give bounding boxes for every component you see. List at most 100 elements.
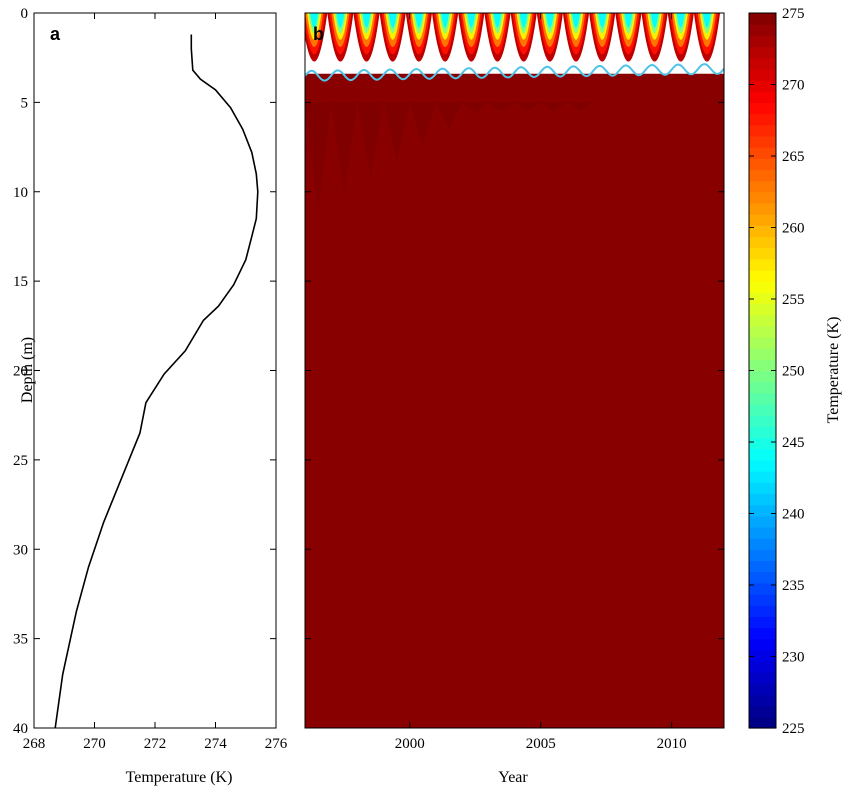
surface-cycle-band — [493, 13, 502, 28]
colorbar-swatch — [749, 314, 776, 327]
colorbar-swatch — [749, 147, 776, 159]
panel-a-x-axis-label: Temperature (K) — [126, 769, 233, 786]
colorbar-tick-label: 225 — [782, 721, 805, 737]
colorbar-swatch — [749, 124, 776, 137]
colorbar-tick-label: 245 — [782, 435, 805, 451]
panel-b-x-ticks: 2000 2005 2010 — [395, 13, 687, 752]
colorbar-swatch — [749, 504, 776, 517]
colorbar-swatch — [749, 627, 776, 640]
panel-a-y-tick-label: 35 — [13, 632, 28, 648]
colorbar-label: Temperature (K) — [825, 317, 842, 424]
panel-a-x-tick-label: 272 — [144, 736, 167, 752]
colorbar-swatch — [749, 683, 776, 696]
heatmap-surface-cycles — [305, 13, 721, 62]
colorbar-swatch — [749, 225, 776, 238]
surface-cycle-band — [362, 13, 371, 28]
colorbar-swatch — [749, 493, 776, 506]
panel-a-y-tick-label: 5 — [21, 95, 29, 111]
heatmap-warm-lobe — [514, 102, 541, 112]
heatmap-warm-lobe — [540, 102, 567, 112]
panel-b-temperature-heatmap: 2000 2005 2010 b Year — [304, 12, 725, 786]
colorbar-swatch — [749, 359, 776, 372]
colorbar-swatches — [749, 13, 776, 729]
heatmap-warm-lobe — [305, 102, 332, 210]
colorbar-swatch — [749, 392, 776, 405]
heatmap-warm-lobe — [462, 102, 489, 114]
colorbar-swatch — [749, 694, 776, 707]
colorbar-swatch — [749, 716, 776, 729]
heatmap-warm-lobe — [488, 102, 515, 112]
surface-cycle-band — [572, 13, 580, 28]
colorbar-swatch — [749, 605, 776, 617]
colorbar-swatch — [749, 381, 776, 394]
colorbar-swatch — [749, 582, 776, 595]
colorbar-swatch — [749, 660, 776, 673]
heatmap-warm-lobe — [383, 102, 410, 162]
panel-a-x-tick-label: 270 — [83, 736, 106, 752]
colorbar-swatch — [749, 158, 776, 170]
surface-cycle-band — [703, 13, 711, 28]
colorbar-swatch — [749, 80, 776, 92]
colorbar-swatch — [749, 13, 776, 25]
colorbar-swatch — [749, 672, 776, 684]
panel-a-x-tick-label: 268 — [23, 736, 46, 752]
colorbar-swatch — [749, 24, 776, 36]
colorbar-swatch — [749, 214, 776, 226]
colorbar: 225 230 235 240 245 250 255 260 265 270 275 Temper… — [748, 6, 842, 737]
colorbar-tick-label: 230 — [782, 650, 805, 666]
colorbar-swatch — [749, 482, 776, 494]
colorbar-swatch — [749, 526, 776, 539]
panel-a-y-tick-label: 40 — [13, 721, 28, 737]
surface-cycle-band — [310, 13, 319, 28]
colorbar-swatch — [749, 649, 776, 662]
panel-a-y-axis-label: Depth (m) — [19, 337, 36, 403]
surface-cycle-band — [336, 13, 345, 28]
colorbar-swatch — [749, 404, 776, 416]
heatmap-warm-lobe — [566, 102, 594, 112]
surface-cycle-band — [441, 13, 449, 28]
colorbar-tick-label: 255 — [782, 292, 805, 308]
colorbar-tick-label: 235 — [782, 578, 805, 594]
colorbar-swatch — [749, 560, 776, 573]
colorbar-swatch — [749, 705, 776, 718]
colorbar-swatch — [749, 571, 776, 584]
panel-a-frame — [33, 12, 277, 729]
colorbar-swatch — [749, 448, 776, 461]
heatmap-warm-lobe — [409, 102, 436, 146]
surface-cycle-band — [388, 13, 397, 28]
heatmap-layer — [305, 73, 724, 728]
surface-cycle-band — [598, 13, 607, 28]
panel-b-x-tick-label: 2010 — [657, 736, 687, 752]
surface-cycle-band — [519, 13, 528, 28]
panel-a-y-tick-label: 10 — [13, 185, 28, 201]
surface-cycle-band — [624, 13, 633, 28]
colorbar-swatch — [749, 325, 776, 338]
panel-b-y-ticks — [305, 12, 724, 729]
colorbar-swatch — [749, 348, 776, 360]
surface-cycle-band — [650, 13, 659, 28]
temperature-profile-line — [54, 34, 259, 728]
colorbar-swatch — [749, 135, 776, 148]
panel-a-y-tick-label: 15 — [13, 274, 28, 290]
colorbar-swatch — [749, 292, 776, 305]
colorbar-tick-label: 275 — [782, 6, 805, 22]
colorbar-swatch — [749, 68, 776, 81]
colorbar-tick-label: 270 — [782, 78, 805, 94]
panel-a-y-tick-label: 25 — [13, 453, 28, 469]
colorbar-tick-label: 250 — [782, 364, 805, 380]
colorbar-swatch — [749, 247, 776, 260]
panel-b-x-tick-label: 2000 — [395, 736, 425, 752]
colorbar-swatch — [749, 113, 776, 126]
freezing-boundary-line — [305, 63, 724, 82]
colorbar-swatch — [749, 638, 776, 651]
colorbar-swatch — [749, 57, 776, 70]
colorbar-swatch — [749, 269, 776, 282]
colorbar-swatch — [749, 202, 776, 215]
panel-a-y-tick-label: 20 — [13, 364, 28, 380]
heatmap-warm-lobe — [435, 102, 463, 130]
colorbar-swatch — [749, 370, 776, 383]
colorbar-swatch — [749, 515, 776, 528]
colorbar-swatch — [749, 336, 776, 349]
surface-cycle-band — [545, 13, 554, 28]
colorbar-swatch — [749, 437, 776, 450]
